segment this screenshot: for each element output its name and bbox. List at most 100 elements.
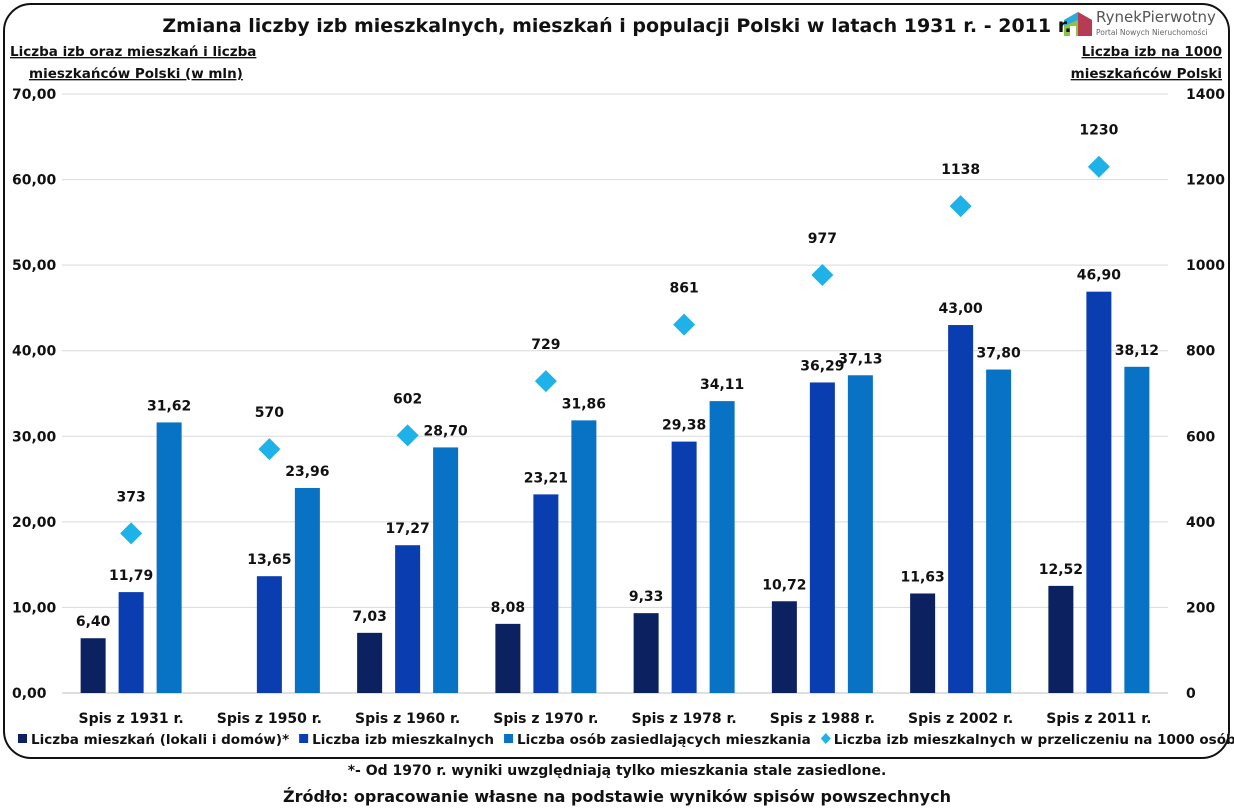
chart-frame: [3, 3, 1230, 759]
x-tick-label: Spis z 1960 r.: [355, 711, 460, 727]
bar: [571, 420, 597, 693]
data-label: 37,80: [976, 346, 1021, 362]
legend-label: Liczba izb mieszkalnych w przeliczeniu n…: [834, 732, 1234, 748]
bar: [1048, 585, 1074, 693]
data-label: 7,03: [352, 609, 387, 625]
y-axis-label: Liczba izb oraz mieszkań i liczba: [10, 44, 256, 60]
x-tick-label: Spis z 2002 r.: [908, 711, 1013, 727]
data-label: 8,08: [491, 600, 526, 616]
bar: [771, 601, 797, 693]
data-label: 570: [255, 405, 284, 421]
bar: [256, 576, 282, 693]
data-label: 31,62: [147, 398, 191, 414]
source-note: Źródło: opracowanie własne na podstawie …: [283, 787, 951, 806]
bar: [633, 613, 659, 693]
y2-tick-label: 600: [1186, 429, 1215, 445]
chart-title: Zmiana liczby izb mieszkalnych, mieszkań…: [162, 15, 1071, 37]
y2-tick-label: 1000: [1186, 258, 1225, 274]
y-tick-label: 0,00: [12, 686, 47, 702]
logo-house-icon: [1064, 12, 1092, 36]
x-tick-label: Spis z 1970 r.: [493, 711, 598, 727]
x-tick-label: Spis z 1978 r.: [632, 711, 737, 727]
bar: [809, 382, 835, 693]
logo-tagline: Portal Nowych Nieruchomości: [1096, 28, 1208, 37]
legend-label: Liczba izb mieszkalnych: [312, 732, 494, 748]
data-label: 46,90: [1077, 268, 1122, 284]
y2-tick-label: 400: [1186, 515, 1215, 531]
bar: [671, 441, 697, 693]
legend-swatch: [18, 734, 27, 743]
x-tick-label: Spis z 2011 r.: [1046, 711, 1151, 727]
bar: [986, 369, 1012, 693]
y-tick-label: 50,00: [12, 258, 57, 274]
bar: [1124, 366, 1150, 693]
diamond-marker: [1087, 155, 1110, 178]
y2-tick-label: 800: [1186, 344, 1215, 360]
y2-axis-label: mieszkańców Polski: [1071, 66, 1222, 82]
data-label: 36,29: [800, 358, 844, 374]
data-label: 23,96: [285, 464, 329, 480]
logo-name: RynekPierwotny: [1096, 8, 1216, 26]
bar: [156, 422, 182, 693]
data-label: 1138: [941, 162, 980, 178]
bar: [948, 325, 974, 693]
legend-swatch: [820, 733, 831, 744]
y2-tick-label: 1400: [1186, 87, 1225, 103]
legend-label: Liczba mieszkań (lokali i domów)*: [31, 732, 289, 748]
diamond-marker: [120, 522, 143, 545]
legend-label: Liczba osób zasiedlających mieszkania: [517, 732, 811, 748]
y-tick-label: 60,00: [12, 173, 57, 189]
y-tick-label: 40,00: [12, 344, 57, 360]
y2-tick-label: 1200: [1186, 173, 1225, 189]
y-tick-label: 10,00: [12, 600, 57, 616]
data-label: 373: [117, 489, 146, 505]
diamond-marker: [534, 370, 557, 393]
bar: [495, 623, 521, 693]
y-axis-label: mieszkańców Polski (w mln): [29, 66, 243, 82]
data-label: 43,00: [938, 301, 983, 317]
x-tick-label: Spis z 1950 r.: [217, 711, 322, 727]
legend-swatch: [504, 734, 514, 743]
bar: [433, 447, 459, 693]
data-label: 11,63: [900, 569, 944, 585]
data-label: 34,11: [700, 377, 744, 393]
data-label: 38,12: [1115, 343, 1159, 359]
bar: [294, 487, 320, 693]
bar: [847, 375, 873, 693]
data-label: 602: [393, 391, 422, 407]
data-label: 1230: [1079, 123, 1118, 139]
data-label: 10,72: [762, 577, 806, 593]
x-tick-label: Spis z 1988 r.: [770, 711, 875, 727]
diamond-marker: [811, 263, 834, 286]
bar: [118, 592, 144, 693]
data-label: 29,38: [662, 418, 706, 434]
data-label: 9,33: [629, 589, 664, 605]
y-tick-label: 70,00: [12, 87, 57, 103]
diamond-marker: [949, 195, 972, 218]
bar: [80, 638, 106, 693]
footnote: *- Od 1970 r. wyniki uwzględniają tylko …: [347, 763, 887, 779]
logo: RynekPierwotny Portal Nowych Nieruchomoś…: [1062, 8, 1222, 40]
y2-axis-label: Liczba izb na 1000: [1082, 44, 1222, 60]
bar: [395, 545, 421, 693]
y2-tick-label: 200: [1186, 600, 1215, 616]
y-tick-label: 20,00: [12, 515, 57, 531]
bar: [709, 401, 735, 693]
data-label: 12,52: [1039, 562, 1083, 578]
data-label: 977: [808, 231, 837, 247]
data-label: 17,27: [385, 521, 429, 537]
data-label: 861: [670, 281, 699, 297]
data-label: 729: [531, 337, 560, 353]
diamond-marker: [673, 313, 696, 336]
y-tick-label: 30,00: [12, 429, 57, 445]
x-tick-label: Spis z 1931 r.: [79, 711, 184, 727]
data-label: 13,65: [247, 552, 291, 568]
diamond-marker: [396, 424, 419, 447]
bar: [1086, 291, 1112, 693]
data-label: 31,86: [562, 396, 606, 412]
data-label: 11,79: [109, 568, 153, 584]
bar: [910, 593, 936, 693]
data-label: 6,40: [76, 614, 111, 630]
